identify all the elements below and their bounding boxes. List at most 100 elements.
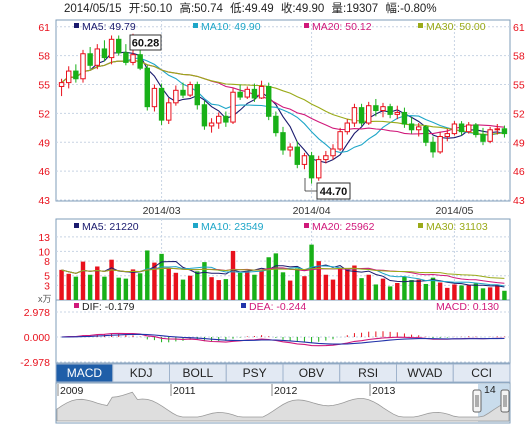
macd-legend: DIF: -0.179 DEA: -0.244 MACD: 0.130 — [74, 301, 499, 313]
volume-tick: 13 — [38, 232, 50, 244]
candle-up — [58, 82, 65, 87]
volume-bar — [459, 285, 464, 300]
tab-label[interactable]: WVAD — [407, 366, 442, 380]
volume-ma-lines — [61, 260, 505, 288]
tab-background[interactable] — [452, 363, 511, 383]
close-value: 49.90 — [296, 3, 325, 15]
candle-up — [151, 87, 158, 108]
indicator-tabs: MACD KDJ BOLL PSY OBV RSI WVAD CCI — [55, 363, 511, 383]
volume-label: 量: — [332, 2, 347, 15]
candle-down — [137, 54, 143, 69]
volume-tick: 5 — [44, 271, 50, 283]
volume-bar — [73, 276, 79, 300]
volume-bar — [387, 286, 393, 300]
candle-up — [494, 128, 501, 131]
volume-unit: x万 — [38, 294, 52, 304]
volume-bar — [66, 273, 71, 300]
candle-up — [394, 111, 401, 115]
volume-bar — [402, 276, 407, 300]
candle-up — [451, 123, 458, 135]
candle-down — [180, 89, 186, 96]
tab-label[interactable]: BOLL — [183, 366, 214, 380]
volume-bar — [173, 272, 179, 300]
tab-label[interactable]: PSY — [243, 366, 267, 380]
price-ma-legend: MA5: 49.79 MA10: 49.90 MA20: 50.12 MA30:… — [74, 21, 486, 33]
volume-bar — [316, 261, 321, 300]
candle-up — [366, 105, 372, 124]
indicator-tab-rsi[interactable]: RSI — [339, 363, 397, 383]
low-value-label: 44.70 — [320, 186, 348, 198]
volume-ma-legend: MA5: 21220 MA10: 23549 MA20: 25962 MA30:… — [74, 221, 488, 233]
candle-up — [244, 88, 250, 98]
high-value: 50.74 — [194, 3, 223, 15]
volume-bar — [95, 266, 100, 300]
volume-bar — [202, 262, 207, 300]
navigator-right-handle[interactable] — [500, 389, 510, 413]
candle-up — [287, 146, 293, 151]
volume-tick: 3 — [44, 280, 50, 292]
tab-label[interactable]: MACD — [67, 366, 103, 380]
indicator-tab-macd[interactable]: MACD — [55, 363, 114, 383]
candle-up — [173, 89, 179, 104]
tab-label[interactable]: CCI — [471, 366, 492, 380]
volume-bar — [123, 278, 129, 300]
high-value-label: 60.28 — [132, 38, 160, 50]
candle-up — [108, 38, 115, 59]
tab-label[interactable]: OBV — [299, 366, 324, 380]
ma10-swatch — [193, 23, 198, 28]
navigator-left-handle[interactable] — [472, 389, 482, 413]
volume-bar — [495, 284, 500, 300]
candle-up — [187, 84, 193, 96]
left-handle-grip[interactable] — [472, 389, 482, 413]
volume-tick: 10 — [38, 246, 50, 258]
indicator-tab-obv[interactable]: OBV — [282, 363, 341, 383]
volume-bar — [145, 250, 150, 300]
low-annotation: 44.70 — [304, 178, 351, 200]
indicator-tab-kdj[interactable]: KDJ — [112, 363, 170, 383]
volume-bar — [395, 283, 400, 300]
volume-bar — [102, 276, 107, 300]
price-tick-right: 58 — [513, 51, 525, 63]
candle-down — [116, 38, 122, 54]
volume-bar — [195, 271, 200, 300]
candle-down — [373, 105, 379, 112]
volume-bar — [380, 278, 386, 300]
vol-ma20-swatch — [304, 223, 309, 228]
indicator-tab-cci[interactable]: CCI — [452, 363, 511, 383]
tab-label[interactable]: RSI — [358, 366, 378, 380]
indicator-tab-psy[interactable]: PSY — [225, 363, 284, 383]
dea-legend: DEA: -0.244 — [249, 301, 306, 313]
candle-down — [194, 84, 200, 106]
candle-up — [437, 135, 443, 153]
candle-up — [344, 122, 351, 133]
candle-up — [351, 107, 358, 124]
dif-swatch — [74, 303, 79, 308]
candle-down — [473, 124, 479, 136]
candle-up — [337, 131, 343, 150]
vol-ma20-legend: MA20: 25962 — [312, 221, 375, 233]
right-handle-grip[interactable] — [500, 389, 510, 413]
macd-tick: 0.000 — [24, 332, 50, 344]
close-label: 收: — [281, 1, 296, 15]
candle-up — [130, 54, 136, 63]
volume-bar — [152, 262, 157, 300]
macd-tick: 2.978 — [24, 307, 50, 319]
navigator-year-label: 2009 — [60, 385, 84, 397]
ma30-swatch — [418, 23, 423, 28]
volume-bar — [323, 274, 329, 300]
candle-down — [358, 107, 365, 124]
volume-bar — [502, 290, 507, 300]
price-ma-line — [61, 51, 505, 164]
candle-down — [266, 85, 272, 117]
macd-legend-value: MACD: 0.130 — [436, 301, 499, 313]
indicator-tab-boll[interactable]: BOLL — [169, 363, 227, 383]
quote-header: 2014/05/15 开:50.10 高:50.74 低:49.49 收:49.… — [64, 1, 437, 15]
candle-up — [258, 85, 265, 99]
dea-swatch — [241, 303, 246, 308]
indicator-tab-wvad[interactable]: WVAD — [396, 363, 454, 383]
candle-down — [73, 70, 79, 80]
tab-label[interactable]: KDJ — [130, 366, 153, 380]
volume-bar — [230, 250, 236, 300]
